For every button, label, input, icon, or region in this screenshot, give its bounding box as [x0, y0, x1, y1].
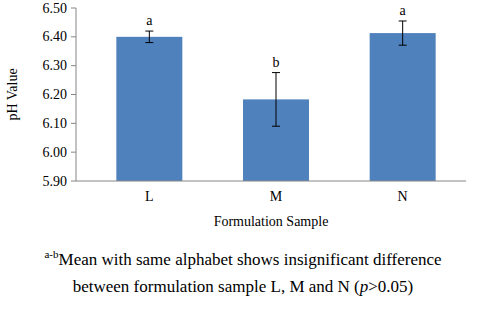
y-axis: [76, 8, 77, 181]
error-cap: [272, 72, 280, 73]
y-tick: [71, 94, 76, 95]
y-tick-label: 5.90: [43, 174, 68, 189]
y-tick-label: 6.20: [43, 87, 68, 102]
error-bar: [272, 73, 280, 127]
y-tick: [71, 123, 76, 124]
y-axis-label: pH Value: [5, 68, 20, 120]
error-stem: [276, 73, 277, 127]
y-tick: [71, 152, 76, 153]
significance-letter: a: [400, 3, 407, 18]
error-bar: [399, 21, 407, 45]
note-text: between formulation sample L, M and N (: [73, 277, 360, 296]
y-tick: [71, 36, 76, 37]
error-bar: [145, 31, 153, 43]
y-tick-label: 6.10: [43, 116, 68, 131]
error-stem: [402, 21, 403, 45]
error-cap: [399, 20, 407, 21]
note-text: Mean with same alphabet shows insignific…: [59, 250, 442, 269]
error-cap: [145, 42, 153, 43]
bars: [116, 21, 435, 181]
y-tick: [71, 65, 76, 66]
significance-letter: b: [273, 55, 280, 70]
y-tick-label: 6.50: [43, 1, 68, 16]
note-superscript: a-b: [44, 248, 59, 260]
error-cap: [145, 31, 153, 32]
y-tick-label: 6.30: [43, 58, 68, 73]
error-cap: [272, 126, 280, 127]
error-stem: [149, 31, 150, 43]
bar: [116, 37, 182, 181]
x-tick-label: M: [270, 189, 283, 204]
note-line: a-bMean with same alphabet shows insigni…: [44, 248, 441, 269]
chart: 5.90 6.00 6.10 6.20 6.30 6.40 6.50 a b a L M N Formul…: [0, 0, 486, 336]
y-tick: [71, 8, 76, 9]
bar: [370, 33, 436, 181]
x-axis: [76, 181, 466, 182]
significance-letter: a: [146, 13, 153, 28]
y-tick-label: 6.40: [43, 29, 68, 44]
x-tick-label: N: [398, 189, 408, 204]
note-line: between formulation sample L, M and N (p…: [73, 277, 414, 296]
x-tick-label: L: [145, 189, 154, 204]
note-text: >0.05): [368, 277, 413, 296]
y-tick-label: 6.00: [43, 145, 68, 160]
y-tick: [71, 181, 76, 182]
note-text: p: [359, 277, 369, 296]
error-cap: [399, 45, 407, 46]
x-axis-label: Formulation Sample: [214, 214, 329, 229]
